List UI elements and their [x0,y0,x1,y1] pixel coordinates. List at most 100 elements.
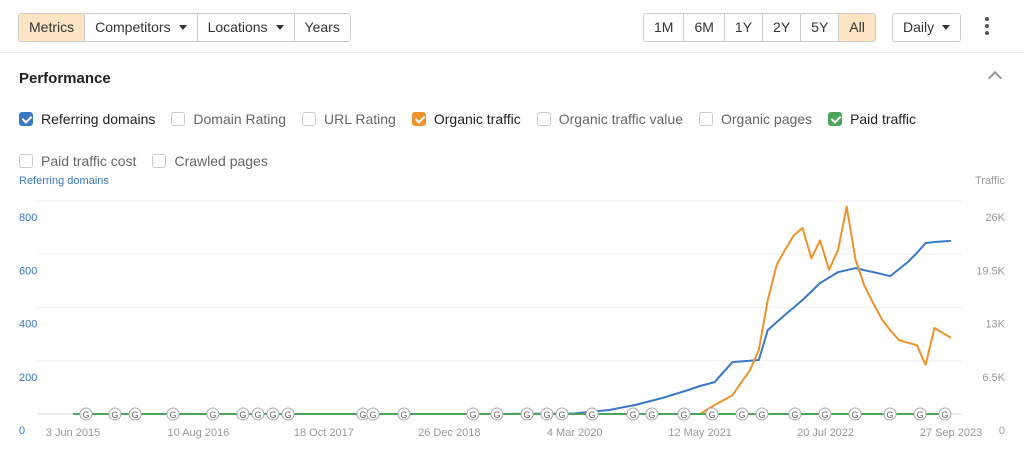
tab[interactable]: Locations [196,14,294,41]
tab[interactable]: Competitors [84,14,197,41]
range-button[interactable]: All [838,14,875,41]
update-marker: G [108,407,122,421]
checkbox[interactable] [19,112,33,126]
dropdown-arrow [178,25,187,30]
section-title: Performance [19,70,111,87]
marker-circle [540,407,554,421]
update-marker: G [645,407,659,421]
range-button[interactable]: 6M [683,14,724,41]
checkbox[interactable] [171,112,186,126]
marker-circle [251,407,265,421]
range-button[interactable]: 1M [644,14,684,41]
marker-circle [585,407,599,421]
interval-button[interactable]: Daily [893,14,961,41]
metric-checkbox[interactable]: Crawled pages [152,152,268,170]
metric-checkbox[interactable]: Paid traffic cost [19,152,136,170]
dropdown-arrow [275,25,284,30]
x-tick-label: 4 Mar 2020 [547,427,603,439]
marker-label: G [558,410,565,420]
checkbox[interactable] [536,112,551,126]
metric-checkboxes: Referring domains Domain Rating URL Rating… [19,110,979,170]
checkbox[interactable] [19,154,33,168]
marker-label: G [543,410,550,420]
marker-circle [236,407,250,421]
marker-circle [755,407,769,421]
marker-circle [128,407,142,421]
checkbox[interactable] [699,112,713,126]
update-marker: G [883,407,897,421]
y2-tick-label: 13K [985,319,1005,331]
tab[interactable]: Years [293,14,350,41]
marker-label: G [493,410,500,420]
metric-checkbox[interactable]: URL Rating [302,110,396,128]
range-button[interactable]: 2Y [762,14,801,41]
marker-circle [108,407,122,421]
y2-tick-label: 19.5K [976,265,1005,277]
metric-checkbox[interactable]: Referring domains [19,110,155,128]
y-tick-label: 0 [19,425,25,437]
marker-circle [818,407,832,421]
checkbox-label: Referring domains [41,111,156,127]
y-tick-label: 400 [19,319,37,331]
marker-circle [555,407,569,421]
metric-checkbox[interactable]: Organic traffic value [536,110,683,128]
x-tick-label: 12 May 2021 [668,427,732,439]
x-tick-label: 10 Aug 2016 [168,427,230,439]
interval-label: Daily [903,19,935,35]
checkbox-label: Organic traffic value [558,111,683,127]
checkbox[interactable] [828,112,843,126]
update-marker: G [913,407,927,421]
more-menu[interactable] [985,17,989,38]
metric-checkbox[interactable]: Organic traffic [411,110,521,128]
checkbox-label: URL Rating [324,111,396,127]
interval-select[interactable]: Daily [892,13,962,42]
checkbox[interactable] [152,154,167,168]
metric-checkbox[interactable]: Domain Rating [171,110,286,128]
update-marker: G [677,407,691,421]
marker-circle [883,407,897,421]
update-marker: G [540,407,554,421]
marker-circle [520,407,534,421]
marker-label: G [209,410,216,420]
update-marker: G [166,407,180,421]
update-marker: G [281,407,295,421]
marker-label: G [285,410,292,420]
marker-label: G [680,410,687,420]
marker-circle [266,407,280,421]
range-button[interactable]: 5Y [800,14,839,41]
marker-label: G [359,410,366,420]
marker-label: G [369,410,376,420]
marker-circle [166,407,180,421]
y2-tick-label: 0 [999,425,1005,437]
checkbox-label: Crawled pages [174,153,268,169]
marker-circle [79,407,93,421]
y-tick-label: 600 [19,265,37,277]
metric-checkbox[interactable]: Paid traffic [828,110,916,128]
x-tick-label: 27 Sep 2023 [920,427,982,439]
checkbox-label: Organic pages [721,111,813,127]
collapse-button[interactable] [987,70,1003,86]
metric-checkbox[interactable]: Organic pages [699,110,812,128]
marker-label: G [821,410,828,420]
tab[interactable]: Metrics [19,14,85,41]
marker-label: G [589,410,596,420]
y2-axis-title: Traffic [975,175,1005,187]
marker-circle [281,407,295,421]
range-button[interactable]: 1Y [723,14,763,41]
marker-label: G [630,410,637,420]
checkbox[interactable] [302,112,316,126]
update-marker: G [79,407,93,421]
update-marker: G [206,407,220,421]
marker-label: G [941,410,948,420]
range-group: 1M 6M 1Y 2Y 5Y All [643,13,876,42]
marker-label: G [887,410,894,420]
update-marker: G [266,407,280,421]
marker-label: G [400,410,407,420]
update-marker: G [755,407,769,421]
marker-label: G [239,410,246,420]
marker-label: G [254,410,261,420]
checkbox[interactable] [411,112,426,126]
marker-label: G [524,410,531,420]
y-tick-label: 800 [19,212,37,224]
